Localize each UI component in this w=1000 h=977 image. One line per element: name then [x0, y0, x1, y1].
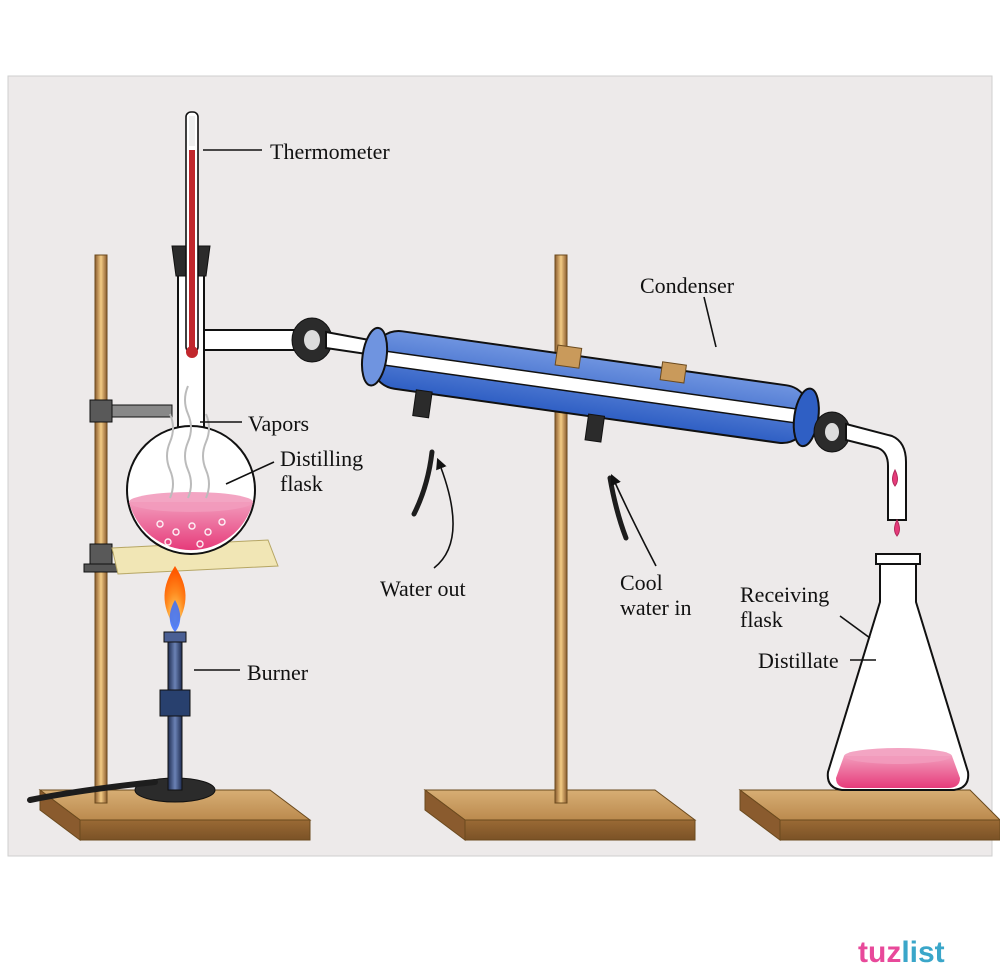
stand-rod-left [95, 255, 107, 803]
label-water-out: Water out [380, 576, 466, 601]
distillation-diagram [0, 0, 1000, 977]
base-right [740, 790, 1000, 840]
watermark-b: list [901, 936, 944, 969]
watermark: tuzlist [858, 936, 945, 970]
watermark-a: tuz [858, 936, 901, 969]
joint-stopper-right [814, 412, 850, 452]
label-condenser: Condenser [640, 273, 734, 298]
label-receiving-flask: Receiving flask [740, 582, 829, 633]
label-distilling-flask: Distilling flask [280, 446, 363, 497]
label-distillate: Distillate [758, 648, 839, 673]
label-burner: Burner [247, 660, 308, 685]
diagram-root: Thermometer Condenser Vapors Distilling … [0, 0, 1000, 977]
label-cool-water-in: Cool water in [620, 570, 691, 621]
label-vapors: Vapors [248, 411, 309, 436]
stand-rod-mid [555, 255, 567, 803]
label-thermometer: Thermometer [270, 139, 390, 164]
thermometer [186, 112, 198, 358]
